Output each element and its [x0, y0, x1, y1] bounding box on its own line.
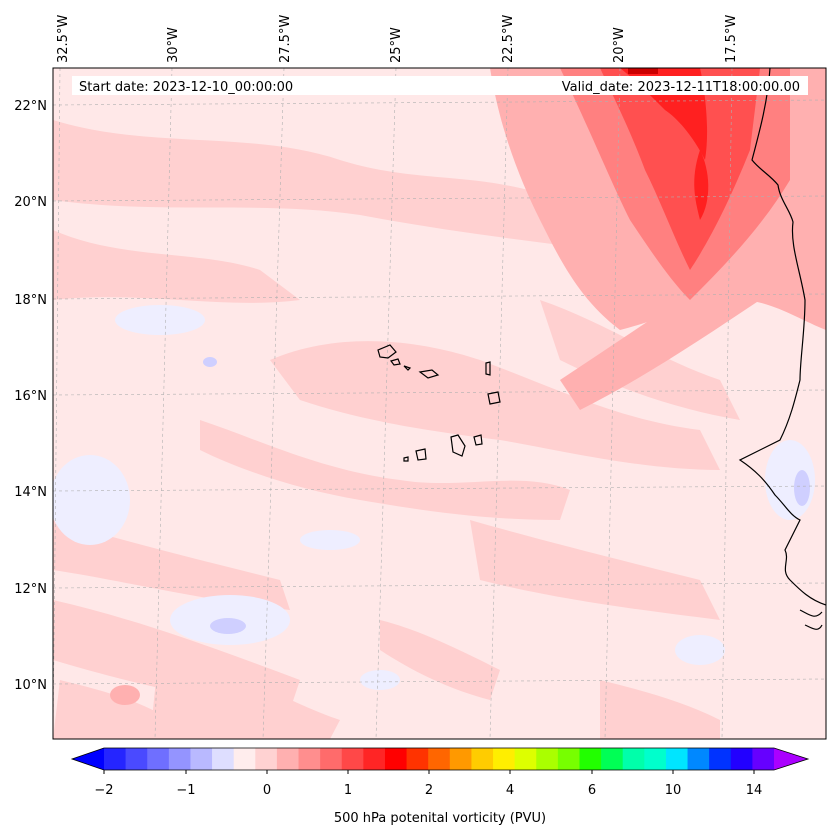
colorbar-extend-min: [72, 748, 104, 770]
header-box: [72, 76, 808, 95]
map-panel: [53, 68, 826, 739]
colorbar-segment: [449, 748, 472, 770]
colorbar-segment: [514, 748, 537, 770]
colorbar-tick-label: 2: [425, 783, 433, 798]
map-frame: [52, 67, 827, 740]
colorbar-segment: [752, 748, 775, 770]
colorbar-segment: [212, 748, 235, 770]
valid-date-label: Valid_date: 2023-12-11T18:00:00.00: [562, 80, 800, 95]
colorbar-segment: [255, 748, 278, 770]
colorbar: [70, 747, 810, 774]
pv-max-cell: [628, 68, 658, 74]
colorbar-segment: [168, 748, 191, 770]
lon-label: 20°W: [612, 27, 627, 63]
colorbar-segment: [320, 748, 343, 770]
colorbar-segment: [665, 748, 689, 770]
colorbar-tick-label: 0: [263, 783, 271, 798]
pv-band-negative-strong: [203, 357, 810, 634]
colorbar-segment: [471, 748, 494, 770]
colorbar-extend-max: [774, 748, 808, 770]
colorbar-segment: [493, 748, 516, 770]
colorbar-tick-label: 10: [665, 783, 682, 798]
colorbar-segment: [190, 748, 213, 770]
lon-label: 17.5°W: [724, 15, 739, 63]
colorbar-segment: [147, 748, 170, 770]
colorbar-tick-label: 14: [746, 783, 763, 798]
coastline-africa: [738, 68, 826, 630]
colorbar-segment: [687, 748, 710, 770]
pv-band-stronger: [600, 68, 760, 270]
colorbar-segment: [233, 748, 256, 770]
lon-label: 30°W: [166, 27, 181, 63]
pv-band-negative: [53, 305, 815, 690]
colorbar-segment: [298, 748, 321, 770]
colorbar-segment: [104, 748, 127, 770]
lat-label: 22°N: [14, 99, 47, 114]
colorbar-segment: [601, 748, 624, 770]
start-date-label: Start date: 2023-12-10_00:00:00: [79, 80, 293, 95]
colorbar-segment: [730, 748, 753, 770]
colorbar-segment: [406, 748, 429, 770]
colorbar-segment: [384, 748, 408, 770]
colorbar-tick-label: 4: [506, 783, 514, 798]
lon-label: 32.5°W: [56, 15, 71, 63]
lon-label: 25°W: [389, 27, 404, 63]
longitude-labels: 32.5°W 30°W 27.5°W 25°W 22.5°W 20°W 17.5…: [56, 15, 739, 63]
colorbar-segment: [536, 748, 559, 770]
colorbar-segment: [557, 748, 580, 770]
colorbar-segment: [428, 748, 451, 770]
graticule: [53, 68, 826, 739]
colorbar-segment: [125, 748, 148, 770]
colorbar-segment: [341, 748, 364, 770]
lat-label: 14°N: [14, 485, 47, 500]
colorbar-tick-label: 1: [344, 783, 352, 798]
colorbar-title: 500 hPa potenital vorticity (PVU): [334, 811, 546, 826]
pv-band-light: [53, 120, 740, 739]
latitude-labels: 22°N 20°N 18°N 16°N 14°N 12°N 10°N: [14, 99, 47, 693]
colorbar-segment: [709, 748, 732, 770]
colorbar-segment: [644, 748, 667, 770]
colorbar-tick-label: 6: [588, 783, 596, 798]
colorbar-segment: [363, 748, 386, 770]
colorbar-tick-label: −1: [176, 783, 195, 798]
lat-label: 10°N: [14, 678, 47, 693]
colorbar-tick-label: −2: [94, 783, 113, 798]
lon-label: 27.5°W: [278, 15, 293, 63]
lat-label: 18°N: [14, 293, 47, 308]
colorbar-segment: [622, 748, 645, 770]
colorbar-outline: [70, 747, 810, 771]
lat-label: 20°N: [14, 195, 47, 210]
colorbar-segment: [579, 748, 602, 770]
lon-label: 22.5°W: [501, 15, 516, 63]
lat-label: 16°N: [14, 389, 47, 404]
colorbar-ticks: −2 −1 0 1 2 4 6 10 14: [94, 783, 762, 798]
cape-verde-islands: [377, 344, 501, 462]
lat-label: 12°N: [14, 582, 47, 597]
colorbar-segment: [276, 748, 300, 770]
